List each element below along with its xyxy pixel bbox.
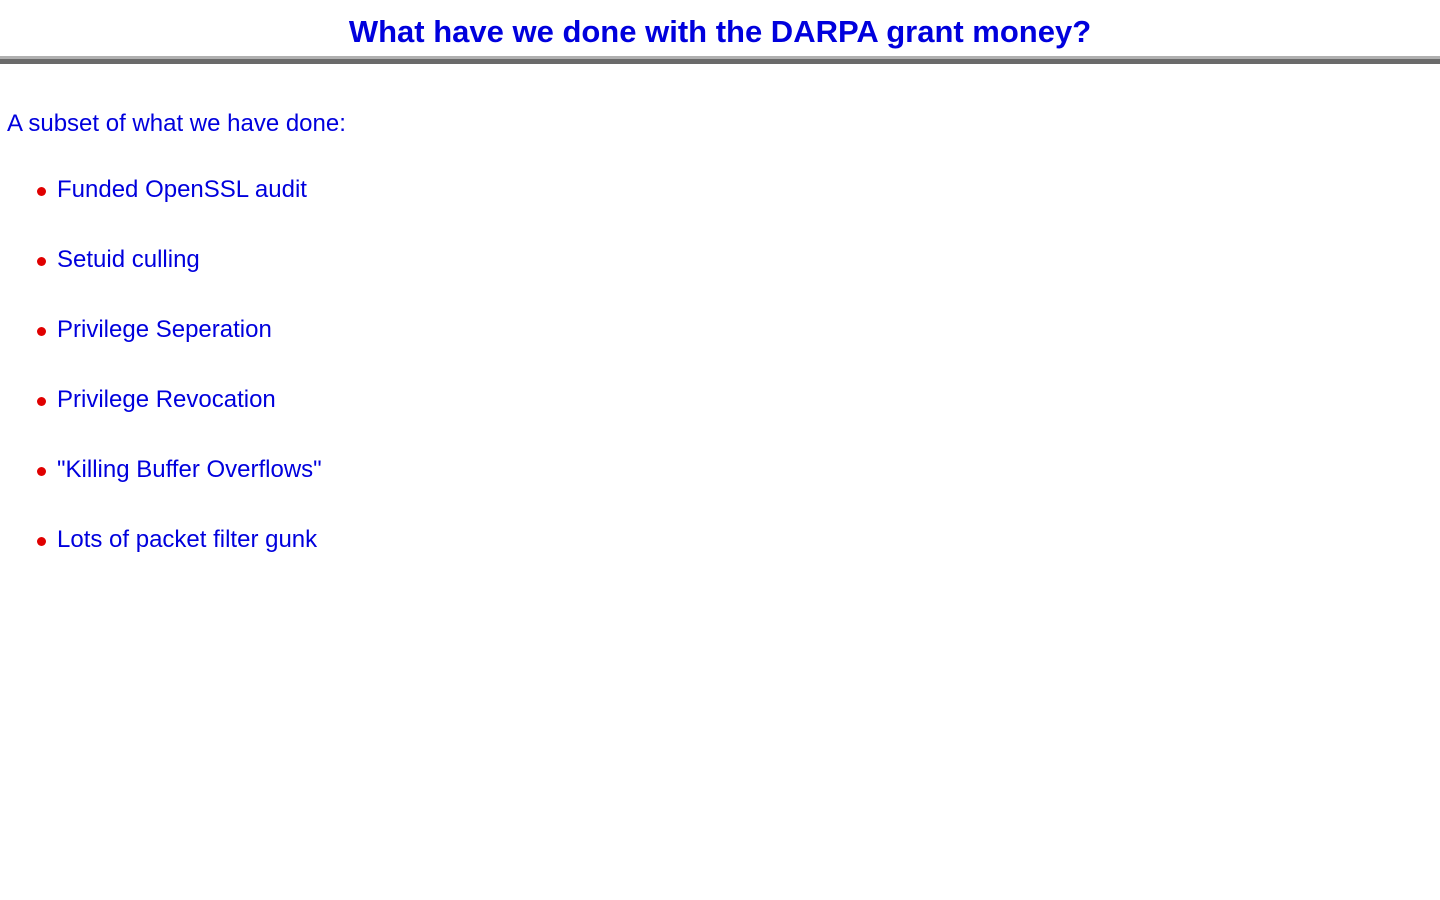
bullet-list: Funded OpenSSL audit Setuid culling Priv…: [37, 176, 322, 596]
item-text: Funded OpenSSL audit: [57, 176, 307, 203]
list-item: Lots of packet filter gunk: [37, 526, 322, 596]
list-item: Setuid culling: [37, 246, 322, 316]
list-item: Privilege Revocation: [37, 386, 322, 456]
list-item: Privilege Seperation: [37, 316, 322, 386]
item-text: Privilege Seperation: [57, 316, 272, 343]
list-item: "Killing Buffer Overflows": [37, 456, 322, 526]
slide-title: What have we done with the DARPA grant m…: [348, 14, 1092, 49]
bullet-icon: [37, 467, 46, 476]
item-text: "Killing Buffer Overflows": [57, 456, 322, 483]
title-divider: [0, 56, 1440, 64]
bullet-icon: [37, 397, 46, 406]
item-text: Setuid culling: [57, 246, 200, 273]
bullet-icon: [37, 537, 46, 546]
item-text: Privilege Revocation: [57, 386, 276, 413]
intro-text: A subset of what we have done:: [7, 110, 346, 137]
list-item: Funded OpenSSL audit: [37, 176, 322, 246]
bullet-icon: [37, 187, 46, 196]
item-text: Lots of packet filter gunk: [57, 526, 318, 553]
bullet-icon: [37, 257, 46, 266]
bullet-icon: [37, 327, 46, 336]
